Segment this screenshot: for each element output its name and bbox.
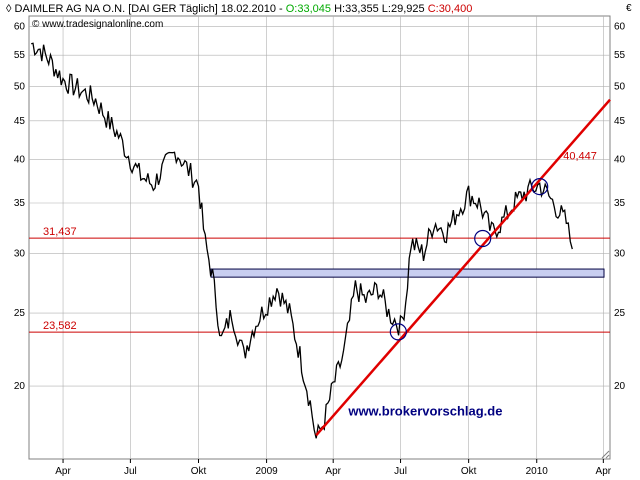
grid: [29, 16, 610, 459]
y-tick-label: 40: [614, 154, 626, 165]
y-tick-label: 35: [614, 198, 626, 209]
low-value: L:29,925: [381, 3, 425, 15]
y-tick-label: 45: [14, 116, 26, 127]
level-label: 31,437: [43, 226, 77, 238]
x-tick-label: Apr: [55, 466, 71, 477]
trend-value-label: 40,447: [563, 151, 597, 163]
watermark-label: www.brokervorschlag.de: [347, 404, 502, 419]
open-value: O:33,045: [285, 3, 332, 15]
symbol-icon: ◊: [6, 3, 12, 15]
close-value: C:30,400: [427, 3, 473, 15]
y-tick-label: 40: [14, 154, 26, 165]
price-line: [31, 42, 573, 439]
y-tick-label: 60: [14, 22, 26, 33]
x-axis-ticks: Apr Jul Okt 2009 Apr Jul Okt 2010 Apr: [55, 459, 612, 477]
y-tick-label: 50: [14, 81, 26, 92]
instrument-title: DAIMLER AG NA O.N. [DAI GER Täglich] 18.…: [14, 3, 286, 15]
x-tick-label: Jul: [394, 466, 407, 477]
x-tick-label: Apr: [596, 466, 612, 477]
level-lines: 31,437 23,582: [29, 226, 610, 333]
x-tick-label: Okt: [461, 466, 477, 477]
chart-header: ◊ DAIMLER AG NA O.N. [DAI GER Täglich] 1…: [6, 3, 472, 15]
y-tick-label: 20: [14, 381, 26, 392]
y-tick-label: 60: [614, 22, 626, 33]
touch-marker: [474, 229, 492, 248]
resistance-zone: [210, 268, 605, 278]
x-tick-label: Okt: [191, 466, 207, 477]
x-tick-label: Jul: [124, 466, 137, 477]
y-tick-label: 55: [14, 50, 26, 61]
touch-marker: [389, 323, 407, 341]
copyright-label: © www.tradesignalonline.com: [32, 19, 164, 30]
currency-label: €: [626, 3, 632, 14]
trendline-layer: [315, 98, 611, 437]
high-value: H:33,355: [334, 3, 379, 15]
y-tick-label: 55: [614, 50, 626, 61]
y-axis-ticks: 20 20 25 25 30 30 35 35 40 40 45 45 50 50 55 55 60 60: [14, 22, 626, 392]
y-tick-label: 50: [614, 81, 626, 92]
y-tick-label: 35: [14, 198, 26, 209]
resize-grip-icon[interactable]: [601, 450, 610, 459]
x-tick-label: Apr: [325, 466, 341, 477]
touch-marker: [531, 177, 549, 196]
y-tick-label: 25: [614, 308, 626, 319]
y-tick-label: 30: [14, 248, 26, 259]
x-tick-label: 2010: [526, 466, 549, 477]
y-tick-label: 20: [614, 381, 626, 392]
level-label: 23,582: [43, 320, 77, 332]
support-trendline: [315, 98, 611, 437]
price-series: [31, 42, 573, 439]
y-tick-label: 30: [614, 248, 626, 259]
annotations: 40,447 www.brokervorschlag.de: [347, 151, 597, 419]
y-tick-label: 25: [14, 308, 26, 319]
x-tick-label: 2009: [255, 466, 278, 477]
resistance-zone-layer: [210, 268, 605, 278]
y-tick-label: 45: [614, 116, 626, 127]
plot-frame: [28, 15, 611, 460]
marked-points: [389, 177, 549, 341]
